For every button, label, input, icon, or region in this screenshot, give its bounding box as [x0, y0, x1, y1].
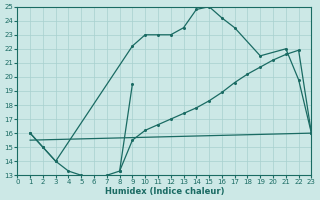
X-axis label: Humidex (Indice chaleur): Humidex (Indice chaleur)	[105, 187, 224, 196]
